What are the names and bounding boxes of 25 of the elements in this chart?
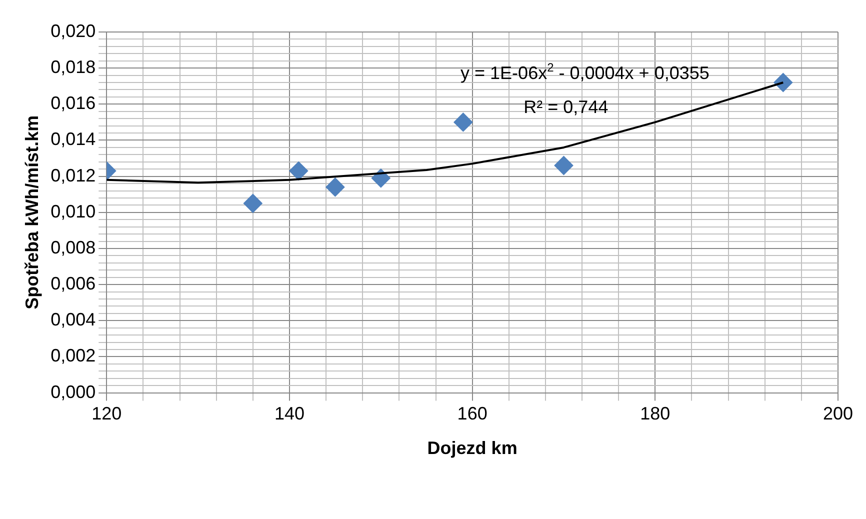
point	[289, 161, 308, 180]
x-tick-label: 180	[640, 404, 670, 424]
point	[326, 178, 345, 197]
y-tick-label: 0,020	[50, 20, 96, 41]
x-tick-label: 140	[274, 404, 305, 424]
y-tick-label: 0,000	[50, 382, 96, 402]
point	[243, 194, 262, 213]
y-tick-label: 0,018	[50, 57, 96, 78]
y-tick-label: 0,002	[50, 346, 96, 366]
y-tick-label: 0,004	[50, 310, 96, 330]
point	[554, 156, 574, 175]
y-axis-title: Spotřeba kWh/míst.km	[22, 115, 42, 310]
y-tick-label: 0,008	[50, 237, 96, 258]
x-tick-label: 200	[822, 404, 854, 424]
point	[774, 73, 793, 92]
y-tick-label: 0,006	[50, 274, 96, 294]
x-tick-label: 160	[457, 404, 488, 424]
y-tick-label: 0,014	[50, 129, 96, 150]
y-tick-label: 0,012	[50, 165, 96, 186]
annotation: R² = 0,744	[524, 96, 608, 117]
y-tick-label: 0,010	[50, 201, 96, 222]
y-tick-label: 0,016	[50, 93, 96, 114]
x-tick-label: 120	[92, 404, 122, 424]
x-axis-title: Dojezd km	[427, 438, 518, 458]
point	[454, 112, 473, 132]
